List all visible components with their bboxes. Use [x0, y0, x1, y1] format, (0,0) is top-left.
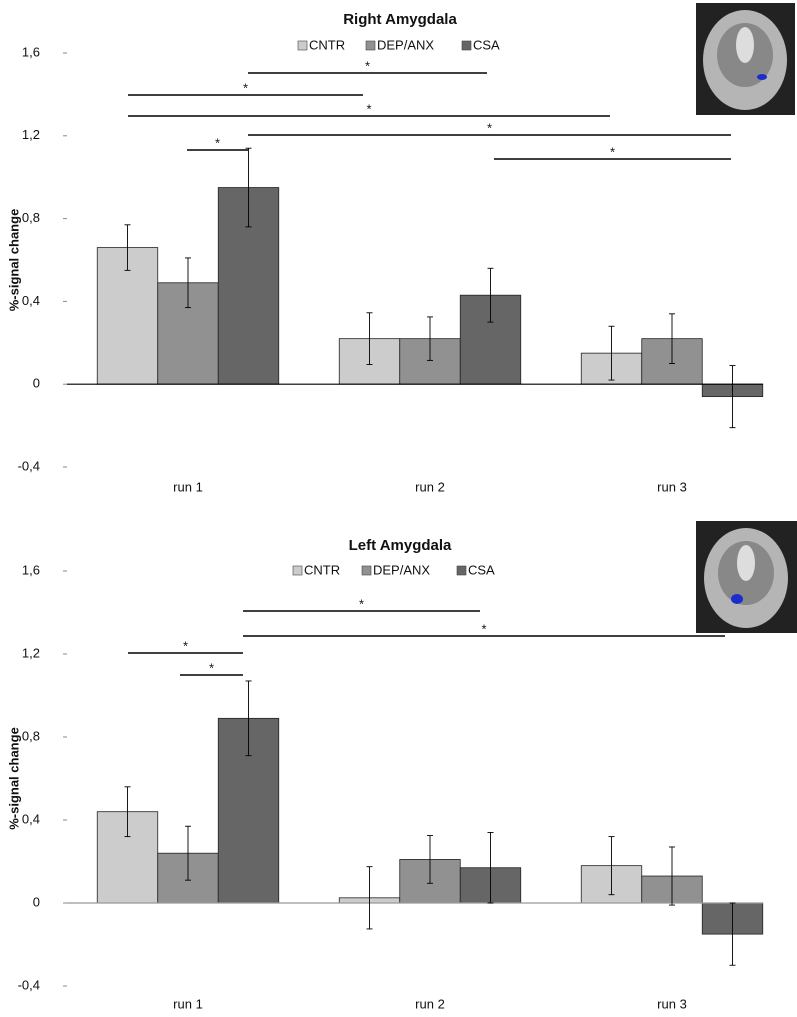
significance-label: * [183, 638, 188, 653]
legend-label: CSA [473, 37, 500, 52]
legend-swatch [362, 566, 371, 575]
legend-label: CNTR [309, 37, 345, 52]
legend-swatch [293, 566, 302, 575]
legend-label: CNTR [304, 562, 340, 577]
y-tick-label: 0 [33, 376, 40, 391]
significance-label: * [487, 120, 492, 135]
y-tick-label: 0,4 [22, 293, 40, 308]
y-axis-title: %-signal change [6, 209, 21, 312]
legend-swatch [366, 41, 375, 50]
y-tick-label: 0,4 [22, 811, 40, 826]
x-tick-label: run 2 [415, 479, 445, 494]
chart-title: Right Amygdala [343, 11, 457, 28]
x-tick-label: run 1 [173, 479, 203, 494]
legend-swatch [298, 41, 307, 50]
x-tick-label: run 3 [657, 996, 687, 1011]
y-tick-label: 0,8 [22, 210, 40, 225]
significance-label: * [365, 58, 370, 73]
x-tick-label: run 3 [657, 479, 687, 494]
y-tick-label: 1,2 [22, 127, 40, 142]
y-tick-label: 1,6 [22, 44, 40, 59]
y-tick-label: 1,6 [22, 562, 40, 577]
significance-label: * [209, 660, 214, 675]
significance-label: * [610, 144, 615, 159]
significance-label: * [366, 101, 371, 116]
y-tick-label: -0,4 [18, 977, 40, 992]
x-tick-label: run 1 [173, 996, 203, 1011]
y-tick-label: -0,4 [18, 458, 40, 473]
brain-image-bottom [696, 521, 797, 633]
y-tick-label: 1,2 [22, 645, 40, 660]
legend-swatch [457, 566, 466, 575]
significance-label: * [481, 621, 486, 636]
brain-image-top [696, 3, 795, 115]
y-tick-label: 0,8 [22, 728, 40, 743]
chart-title: Left Amygdala [349, 537, 452, 554]
figure: Right Amygdala %-signal change -0,4 0 0,4 0,8… [0, 0, 797, 1017]
significance-label: * [215, 135, 220, 150]
significance-label: * [243, 80, 248, 95]
x-tick-label: run 2 [415, 996, 445, 1011]
significance-label: * [359, 596, 364, 611]
y-tick-label: 0 [33, 894, 40, 909]
legend-swatch [462, 41, 471, 50]
legend-label: DEP/ANX [377, 37, 434, 52]
legend-label: DEP/ANX [373, 562, 430, 577]
y-axis-title: %-signal change [6, 727, 21, 830]
legend-label: CSA [468, 562, 495, 577]
